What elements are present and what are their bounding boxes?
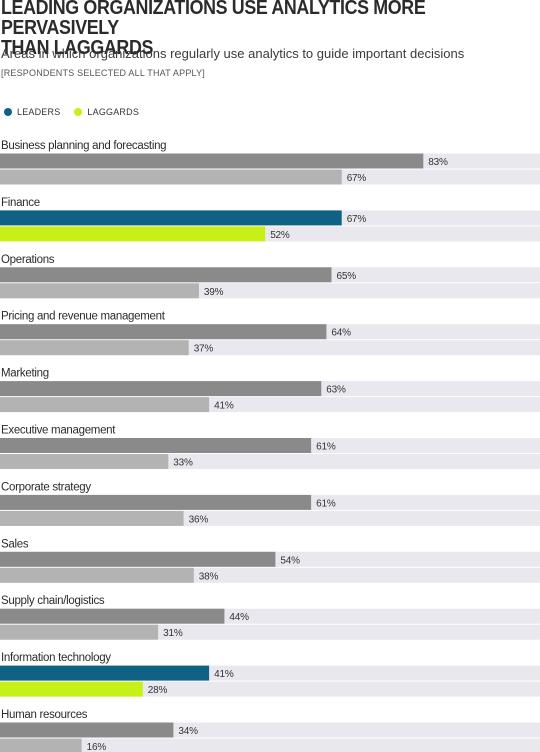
leaders-bar-marketing — [0, 381, 322, 397]
legend: LEADERS LAGGARDS — [4, 107, 153, 117]
category-label-operations: Operations — [1, 254, 55, 266]
legend-label-laggards: LAGGARDS — [87, 107, 140, 117]
laggards-value-executive-management: 33% — [173, 458, 193, 469]
leaders-bar-finance — [0, 210, 342, 226]
laggards-value-sales: 38% — [199, 571, 219, 582]
laggards-bar-operations — [0, 283, 199, 299]
laggards-value-information-technology: 28% — [148, 685, 168, 696]
leaders-value-operations: 65% — [337, 271, 357, 282]
laggards-value-pricing-and-revenue-management: 37% — [194, 344, 214, 355]
laggards-bar-marketing — [0, 397, 210, 413]
leaders-bar-executive-management — [0, 438, 312, 453]
leaders-bar-operations — [0, 267, 332, 283]
leaders-bar-information-technology — [0, 665, 210, 681]
category-label-marketing: Marketing — [1, 368, 49, 380]
bar-chart: Business planning and forecasting 83% 67% F… — [0, 140, 540, 752]
chart-title-line-2: THAN LAGGARDS — [1, 36, 154, 59]
leaders-value-finance: 67% — [347, 214, 367, 225]
leaders-value-pricing-and-revenue-management: 64% — [331, 328, 351, 339]
leaders-value-corporate-strategy: 61% — [316, 498, 336, 509]
leaders-value-information-technology: 41% — [214, 669, 234, 680]
laggards-bar-finance — [0, 226, 266, 242]
category-label-business-planning-and-forecasting: Business planning and forecasting — [1, 140, 166, 152]
laggards-value-finance: 52% — [270, 230, 290, 241]
leaders-value-business-planning-and-forecasting: 83% — [428, 157, 448, 168]
laggards-value-marketing: 41% — [214, 401, 234, 412]
laggards-bar-business-planning-and-forecasting — [0, 169, 342, 185]
leaders-bar-pricing-and-revenue-management — [0, 324, 327, 340]
laggards-value-business-planning-and-forecasting: 67% — [347, 173, 367, 184]
legend-swatch-leaders — [4, 108, 12, 116]
laggards-bar-corporate-strategy — [0, 510, 184, 526]
leaders-value-supply-chain-logistics: 44% — [229, 612, 249, 623]
category-label-corporate-strategy: Corporate strategy — [1, 481, 91, 493]
leaders-value-sales: 54% — [280, 555, 300, 566]
laggards-bar-information-technology — [0, 681, 143, 697]
legend-item-laggards: LAGGARDS — [74, 107, 139, 117]
chart-title-line-1: LEADING ORGANIZATIONS USE ANALYTICS MORE… — [1, 0, 426, 39]
leaders-bar-human-resources — [0, 722, 174, 738]
category-label-information-technology: Information technology — [1, 652, 111, 664]
category-label-finance: Finance — [1, 197, 40, 209]
laggards-bar-supply-chain-logistics — [0, 624, 159, 640]
category-label-sales: Sales — [1, 538, 29, 550]
laggards-value-operations: 39% — [204, 287, 224, 298]
category-label-human-resources: Human resources — [1, 709, 88, 721]
legend-swatch-laggards — [74, 108, 83, 116]
respondents-note: [RESPONDENTS SELECTED ALL THAT APPLY] — [1, 68, 205, 78]
laggards-bar-sales — [0, 567, 194, 583]
leaders-value-executive-management: 61% — [316, 442, 336, 453]
bar-track — [0, 738, 540, 752]
legend-item-leaders: LEADERS — [4, 107, 60, 117]
legend-label-leaders: LEADERS — [17, 107, 61, 117]
leaders-value-marketing: 63% — [326, 385, 346, 396]
category-label-pricing-and-revenue-management: Pricing and revenue management — [1, 311, 166, 323]
leaders-bar-business-planning-and-forecasting — [0, 153, 424, 169]
chart-title: LEADING ORGANIZATIONS USE ANALYTICS MORE… — [1, 0, 540, 58]
leaders-value-human-resources: 34% — [178, 726, 198, 737]
laggards-value-supply-chain-logistics: 31% — [163, 628, 183, 639]
laggards-bar-human-resources — [0, 738, 82, 752]
laggards-value-corporate-strategy: 36% — [189, 514, 209, 525]
leaders-bar-supply-chain-logistics — [0, 608, 225, 624]
laggards-bar-pricing-and-revenue-management — [0, 340, 189, 356]
leaders-bar-sales — [0, 551, 276, 567]
leaders-bar-corporate-strategy — [0, 494, 312, 510]
laggards-bar-executive-management — [0, 454, 169, 469]
laggards-value-human-resources: 16% — [87, 742, 107, 752]
category-label-executive-management: Executive management — [1, 425, 116, 437]
category-label-supply-chain-logistics: Supply chain/logistics — [1, 595, 105, 607]
chart-subtitle: Areas in which organizations regularly u… — [1, 46, 465, 61]
